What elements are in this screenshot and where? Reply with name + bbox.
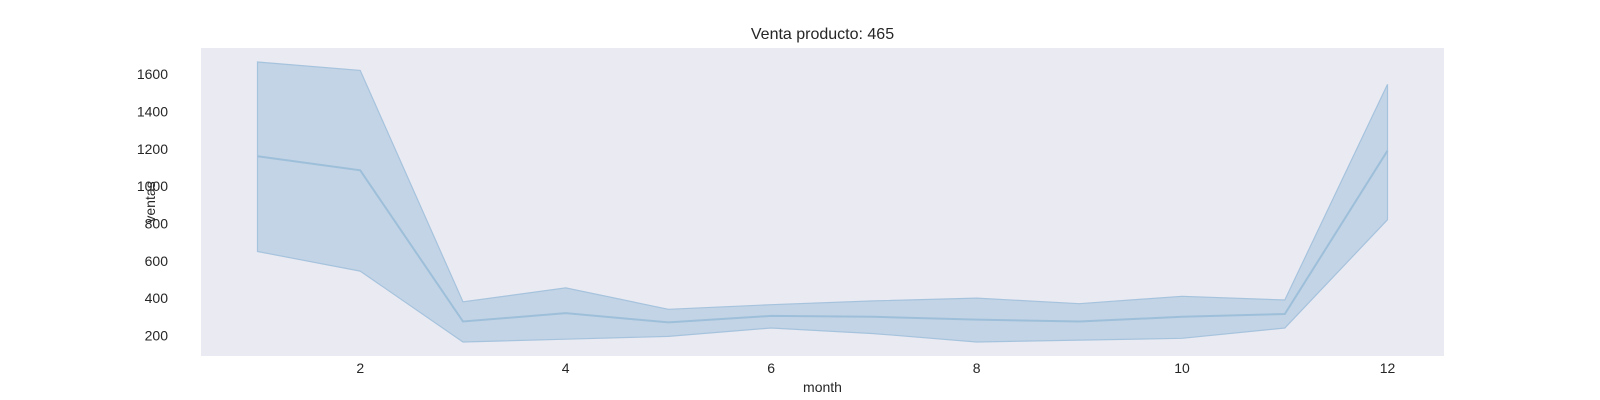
- y-tick-label: 1400: [137, 103, 168, 119]
- chart-title: Venta producto: 465: [751, 26, 894, 43]
- x-tick-label: 4: [562, 360, 570, 376]
- y-tick-label: 400: [145, 290, 169, 306]
- x-tick-label: 8: [973, 360, 981, 376]
- x-tick-label: 2: [356, 360, 364, 376]
- y-tick-label: 1000: [137, 178, 168, 194]
- x-tick-label: 12: [1380, 360, 1396, 376]
- x-axis-label: month: [803, 379, 842, 395]
- y-tick-label: 1200: [137, 141, 168, 157]
- x-tick-label: 6: [767, 360, 775, 376]
- y-tick-label: 1600: [137, 66, 168, 82]
- x-tick-label: 10: [1174, 360, 1190, 376]
- y-tick-label: 800: [145, 215, 169, 231]
- y-axis-label: ventas: [142, 181, 158, 222]
- x-axis-ticks: 2 4 6 8 10 12: [356, 360, 1395, 376]
- y-tick-label: 200: [145, 327, 169, 343]
- y-axis-ticks: 200 400 600 800 1000 1200 1400 1600: [137, 66, 168, 343]
- series-line: [257, 150, 1389, 324]
- y-tick-label: 600: [145, 253, 169, 269]
